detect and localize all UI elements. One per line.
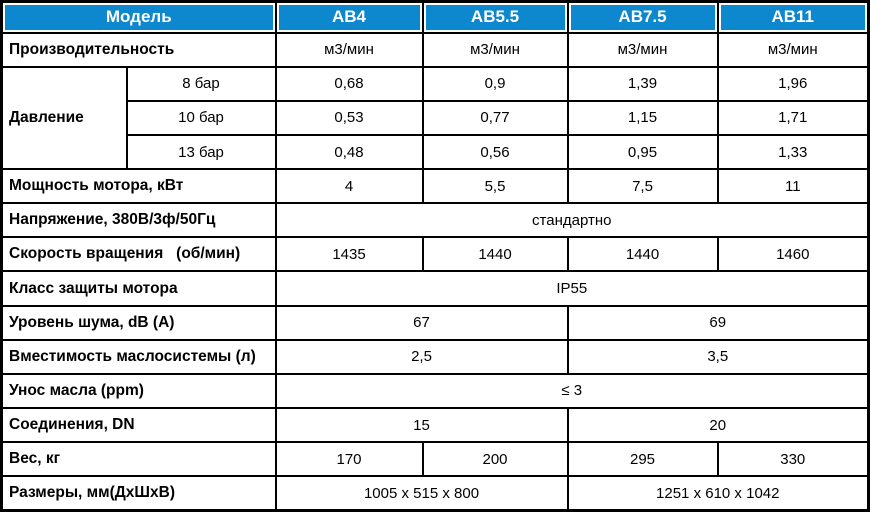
row-weight: Вес, кг 170 200 295 330 [0, 441, 870, 478]
row-noise-level: Уровень шума, dB (А) 67 69 [0, 304, 870, 341]
cell-speed-ab11: 1460 [716, 236, 870, 273]
cell-noise-ab4-ab5-5: 67 [274, 304, 569, 341]
cell-pressure10-ab4: 0,53 [274, 99, 424, 136]
row-label-productivity: Производительность [0, 31, 277, 68]
row-label-rotation-speed: Скорость вращения (об/мин) [0, 236, 277, 273]
cell-speed-ab7-5: 1440 [566, 236, 719, 273]
row-motor-power: Мощность мотора, кВт 4 5,5 7,5 11 [0, 168, 870, 205]
cell-connections-ab7-5-ab11: 20 [566, 406, 870, 444]
pressure-sublabel-10bar: 10 бар [125, 99, 277, 136]
cell-productivity-ab11: м3/мин [716, 31, 870, 68]
row-label-dimensions: Размеры, мм(ДхШхВ) [0, 475, 277, 512]
row-voltage: Напряжение, 380В/3ф/50Гц стандартно [0, 202, 870, 239]
cell-power-ab4: 4 [274, 168, 424, 205]
row-label-oil-capacity: Вместимость маслосистемы (л) [0, 338, 277, 375]
cell-oil-capacity-ab4-ab5-5: 2,5 [274, 338, 569, 375]
cell-weight-ab4: 170 [274, 441, 424, 478]
cell-pressure8-ab4: 0,68 [274, 65, 424, 102]
cell-dimensions-ab7-5-ab11: 1251 x 610 x 1042 [566, 475, 870, 512]
cell-power-ab11: 11 [716, 168, 870, 205]
cell-pressure13-ab11: 1,33 [716, 133, 870, 171]
cell-productivity-ab4: м3/мин [274, 31, 424, 68]
header-row: Модель АВ4 АВ5.5 АВ7.5 АВ11 [0, 0, 870, 34]
cell-dimensions-ab4-ab5-5: 1005 x 515 x 800 [274, 475, 569, 512]
cell-pressure10-ab5-5: 0,77 [421, 99, 569, 136]
row-protection-class: Класс защиты мотора IP55 [0, 270, 870, 307]
cell-productivity-ab7-5: м3/мин [566, 31, 719, 68]
cell-pressure13-ab5-5: 0,56 [421, 133, 569, 171]
cell-connections-ab4-ab5-5: 15 [274, 406, 569, 444]
pressure-sublabel-13bar: 13 бар [125, 133, 277, 171]
row-label-voltage: Напряжение, 380В/3ф/50Гц [0, 202, 277, 239]
cell-weight-ab5-5: 200 [421, 441, 569, 478]
cell-pressure10-ab7-5: 1,15 [566, 99, 719, 136]
cell-weight-ab7-5: 295 [566, 441, 719, 478]
row-label-pressure: Давление [0, 65, 128, 171]
cell-pressure8-ab5-5: 0,9 [421, 65, 569, 102]
model-column-ab4: АВ4 [274, 0, 424, 34]
cell-oil-carryover-all: ≤ 3 [274, 372, 870, 409]
row-label-motor-power: Мощность мотора, кВт [0, 168, 277, 205]
cell-protection-all: IP55 [274, 270, 870, 307]
row-pressure-8bar: Давление 8 бар 0,68 0,9 1,39 1,96 [0, 65, 870, 171]
cell-pressure13-ab4: 0,48 [274, 133, 424, 171]
cell-speed-ab4: 1435 [274, 236, 424, 273]
pressure-sublabel-8bar: 8 бар [125, 65, 277, 102]
cell-speed-ab5-5: 1440 [421, 236, 569, 273]
model-column-ab5-5: АВ5.5 [421, 0, 569, 34]
row-oil-carryover: Унос масла (ppm) ≤ 3 [0, 372, 870, 409]
cell-pressure10-ab11: 1,71 [716, 99, 870, 136]
row-dimensions: Размеры, мм(ДхШхВ) 1005 x 515 x 800 1251… [0, 475, 870, 512]
row-connections: Соединения, DN 15 20 [0, 406, 870, 444]
row-pressure-13bar: 13 бар 0,48 0,56 0,95 1,33 [2, 133, 870, 171]
cell-pressure8-ab7-5: 1,39 [566, 65, 719, 102]
row-label-oil-carryover: Унос масла (ppm) [0, 372, 277, 409]
row-label-connections: Соединения, DN [0, 406, 277, 444]
cell-power-ab5-5: 5,5 [421, 168, 569, 205]
row-pressure-10bar: 10 бар 0,53 0,77 1,15 1,71 [2, 99, 870, 136]
row-label-noise-level: Уровень шума, dB (А) [0, 304, 277, 341]
row-label-protection-class: Класс защиты мотора [0, 270, 277, 307]
row-label-weight: Вес, кг [0, 441, 277, 478]
cell-weight-ab11: 330 [716, 441, 870, 478]
cell-power-ab7-5: 7,5 [566, 168, 719, 205]
cell-voltage-all: стандартно [274, 202, 870, 239]
row-rotation-speed: Скорость вращения (об/мин) 1435 1440 144… [0, 236, 870, 273]
row-productivity: Производительность м3/мин м3/мин м3/мин … [0, 31, 870, 68]
cell-oil-capacity-ab7-5-ab11: 3,5 [566, 338, 870, 375]
model-column-ab7-5: АВ7.5 [566, 0, 719, 34]
cell-productivity-ab5-5: м3/мин [421, 31, 569, 68]
model-column-ab11: АВ11 [716, 0, 870, 34]
row-oil-capacity: Вместимость маслосистемы (л) 2,5 3,5 [0, 338, 870, 375]
model-header-cell: Модель [0, 0, 277, 34]
cell-pressure13-ab7-5: 0,95 [566, 133, 719, 171]
cell-pressure8-ab11: 1,96 [716, 65, 870, 102]
cell-noise-ab7-5-ab11: 69 [566, 304, 870, 341]
